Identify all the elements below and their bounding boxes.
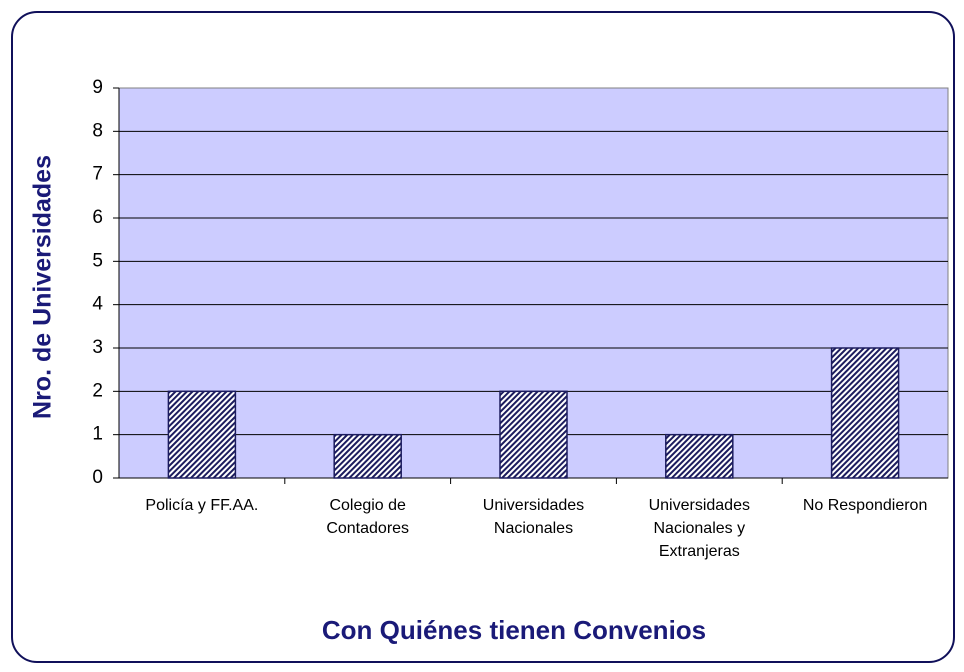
y-tick-label: 5: [92, 250, 103, 271]
y-tick-label: 2: [92, 380, 103, 401]
x-tick-label: Universidades Nacionales: [482, 497, 585, 537]
bar: [830, 347, 900, 479]
x-tick-label: Universidades Nacionales y Extranjeras: [648, 497, 750, 560]
x-tick-label: Colegio de Contadores: [326, 497, 410, 537]
y-axis-title: Nro. de Universidades: [29, 155, 57, 419]
y-tick-label: 4: [92, 294, 103, 315]
x-tick-label: Policía y FF.AA.: [145, 497, 259, 514]
bar: [499, 390, 568, 479]
y-tick-label: 1: [92, 424, 103, 445]
y-tick-label: 9: [92, 77, 103, 98]
y-tick-label: 7: [92, 164, 103, 185]
bar: [333, 433, 402, 479]
x-axis-title: Con Quiénes tienen Convenios: [322, 615, 706, 645]
bar: [167, 390, 237, 479]
y-tick-label: 3: [92, 337, 103, 358]
bar: [665, 433, 734, 479]
y-tick-label: 0: [92, 467, 103, 488]
chart-frame: [11, 11, 955, 663]
y-tick-label: 6: [92, 207, 103, 228]
x-tick-label: No Respondieron: [802, 497, 928, 514]
y-tick-label: 8: [92, 120, 103, 141]
